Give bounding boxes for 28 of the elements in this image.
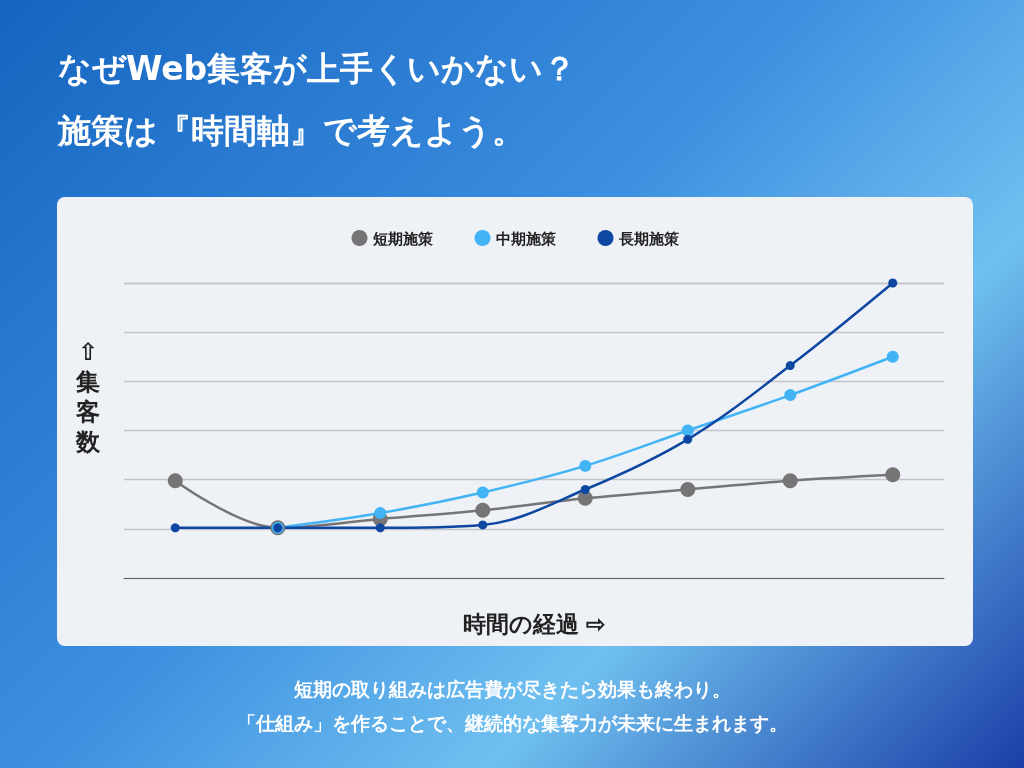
legend-label: 長期施策 bbox=[617, 229, 680, 247]
text: 「仕組み」を作ることで、継続的な集客力が未来に生まれます。 bbox=[235, 711, 789, 736]
point bbox=[374, 507, 387, 520]
point bbox=[683, 434, 693, 444]
point bbox=[782, 473, 798, 489]
point bbox=[785, 361, 795, 371]
point bbox=[886, 350, 899, 363]
point bbox=[375, 523, 385, 533]
point bbox=[170, 523, 180, 533]
text: 短期の取り組みは広告費が尽きたら効果も終わり。 bbox=[292, 677, 732, 702]
point bbox=[478, 520, 488, 530]
x-axis-title: 時間の経過 ⇨ bbox=[463, 610, 605, 637]
point bbox=[580, 485, 590, 494]
point bbox=[784, 389, 797, 402]
point bbox=[475, 502, 491, 518]
y-axis-title: ⇧集客数 bbox=[75, 337, 101, 457]
point bbox=[167, 473, 183, 489]
legend-label: 中期施策 bbox=[495, 229, 557, 247]
point bbox=[577, 490, 593, 506]
point bbox=[681, 424, 694, 437]
chart-subtitle: 施策は『時間軸』で考えよう。 bbox=[58, 110, 526, 152]
point bbox=[476, 486, 489, 499]
point bbox=[680, 482, 696, 497]
legend-label: 短期施策 bbox=[371, 229, 434, 247]
chart-title: なぜWeb集客が上手くいかない？ bbox=[58, 48, 577, 90]
point bbox=[885, 467, 901, 483]
point bbox=[579, 459, 592, 472]
point bbox=[888, 278, 898, 288]
